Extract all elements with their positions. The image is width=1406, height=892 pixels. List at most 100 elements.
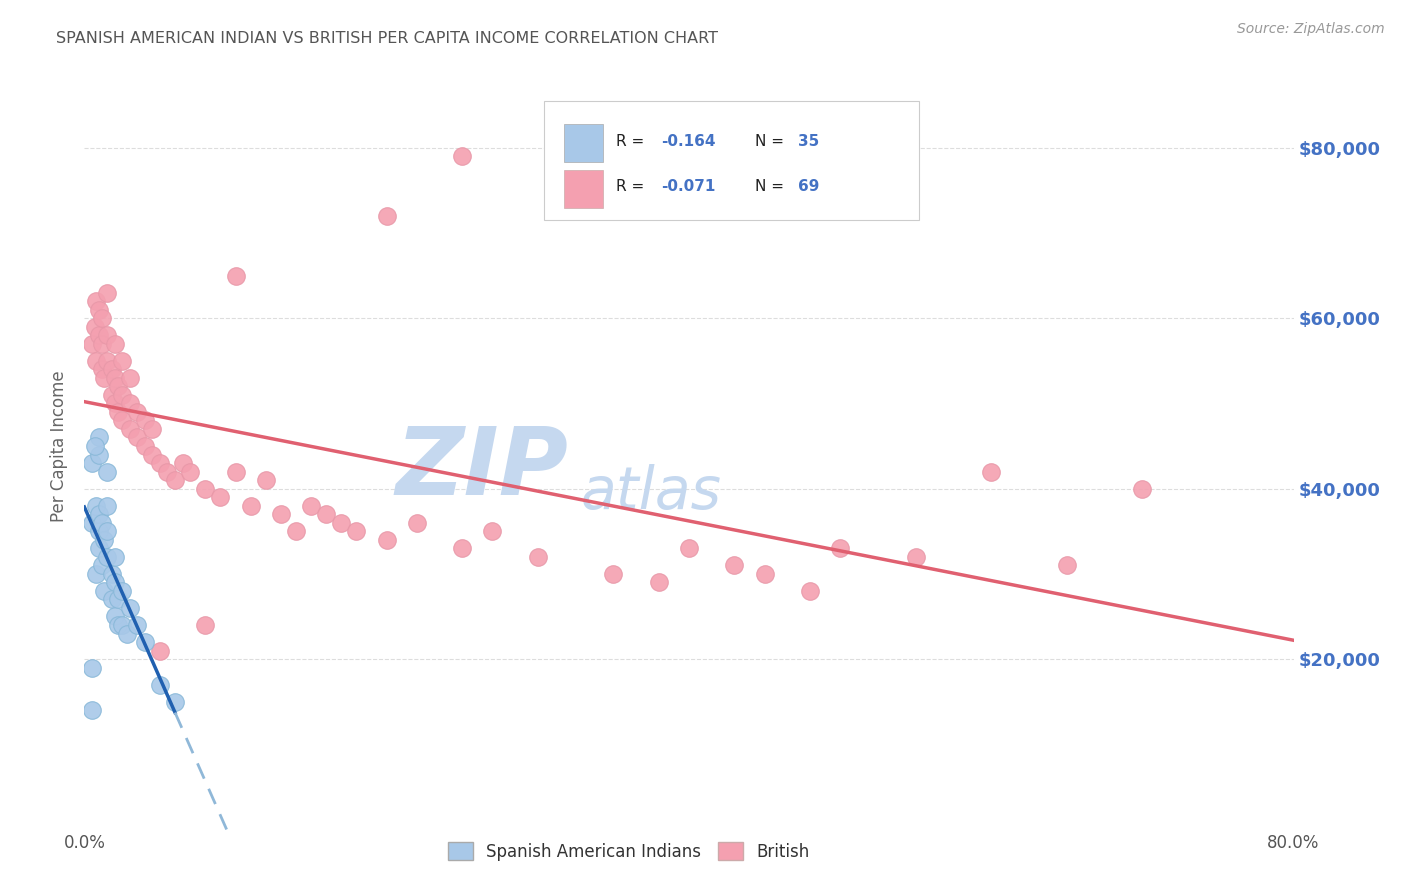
- Point: [118, 422, 141, 436]
- Point: [96, 285, 118, 300]
- Point: [100, 592, 122, 607]
- Point: [375, 209, 398, 223]
- Point: [127, 618, 149, 632]
- Point: [648, 575, 671, 590]
- Point: [134, 439, 156, 453]
- Text: -0.164: -0.164: [661, 134, 716, 149]
- Point: [111, 618, 134, 632]
- Point: [93, 533, 115, 547]
- Point: [115, 626, 138, 640]
- Point: [225, 268, 247, 283]
- Point: [89, 328, 111, 343]
- Point: [104, 575, 127, 590]
- Point: [451, 149, 474, 163]
- Point: [172, 456, 194, 470]
- Point: [93, 371, 115, 385]
- Point: [89, 541, 111, 556]
- Point: [127, 405, 149, 419]
- Point: [80, 703, 103, 717]
- FancyBboxPatch shape: [544, 101, 918, 219]
- Point: [96, 524, 118, 539]
- Point: [527, 549, 550, 564]
- Point: [830, 541, 852, 556]
- Point: [165, 473, 187, 487]
- Point: [100, 362, 122, 376]
- Point: [209, 490, 232, 504]
- Point: [84, 319, 107, 334]
- Text: -0.071: -0.071: [661, 179, 716, 194]
- Point: [141, 422, 163, 436]
- Point: [149, 456, 172, 470]
- Point: [678, 541, 700, 556]
- Point: [1130, 482, 1153, 496]
- Point: [330, 516, 353, 530]
- Point: [96, 328, 118, 343]
- FancyBboxPatch shape: [564, 169, 603, 208]
- Point: [406, 516, 429, 530]
- Text: 35: 35: [797, 134, 820, 149]
- Point: [980, 465, 1002, 479]
- Point: [134, 635, 156, 649]
- Point: [91, 336, 114, 351]
- Point: [91, 311, 114, 326]
- Point: [375, 533, 398, 547]
- Point: [194, 618, 217, 632]
- Point: [89, 507, 111, 521]
- Point: [723, 558, 745, 573]
- Point: [80, 456, 103, 470]
- Point: [86, 294, 108, 309]
- Point: [118, 601, 141, 615]
- Point: [91, 362, 114, 376]
- Point: [111, 388, 134, 402]
- Point: [1056, 558, 1078, 573]
- Point: [86, 353, 108, 368]
- Point: [86, 499, 108, 513]
- Point: [111, 583, 134, 598]
- Text: SPANISH AMERICAN INDIAN VS BRITISH PER CAPITA INCOME CORRELATION CHART: SPANISH AMERICAN INDIAN VS BRITISH PER C…: [56, 31, 718, 46]
- Point: [299, 499, 322, 513]
- Point: [254, 473, 277, 487]
- Point: [89, 430, 111, 444]
- Text: R =: R =: [616, 134, 650, 149]
- Y-axis label: Per Capita Income: Per Capita Income: [51, 370, 69, 522]
- Point: [89, 302, 111, 317]
- Point: [104, 371, 127, 385]
- Point: [100, 566, 122, 581]
- Text: atlas: atlas: [581, 464, 721, 521]
- Point: [754, 566, 776, 581]
- Point: [84, 439, 107, 453]
- Point: [451, 541, 474, 556]
- Point: [104, 336, 127, 351]
- Point: [93, 583, 115, 598]
- Text: N =: N =: [755, 134, 789, 149]
- Text: Source: ZipAtlas.com: Source: ZipAtlas.com: [1237, 22, 1385, 37]
- Point: [96, 353, 118, 368]
- Point: [80, 336, 103, 351]
- Point: [107, 618, 129, 632]
- Legend: Spanish American Indians, British: Spanish American Indians, British: [441, 836, 815, 867]
- Point: [315, 507, 337, 521]
- Point: [89, 524, 111, 539]
- Point: [149, 643, 172, 657]
- Point: [80, 516, 103, 530]
- Point: [481, 524, 503, 539]
- Point: [104, 549, 127, 564]
- Point: [270, 507, 292, 521]
- Point: [149, 678, 172, 692]
- Point: [118, 371, 141, 385]
- Point: [96, 465, 118, 479]
- Point: [111, 353, 134, 368]
- Point: [799, 583, 821, 598]
- Point: [89, 448, 111, 462]
- Point: [111, 413, 134, 427]
- Point: [194, 482, 217, 496]
- Point: [225, 465, 247, 479]
- Text: R =: R =: [616, 179, 650, 194]
- Point: [904, 549, 927, 564]
- Point: [96, 499, 118, 513]
- Point: [141, 448, 163, 462]
- Text: N =: N =: [755, 179, 789, 194]
- Point: [134, 413, 156, 427]
- Point: [239, 499, 262, 513]
- Point: [100, 388, 122, 402]
